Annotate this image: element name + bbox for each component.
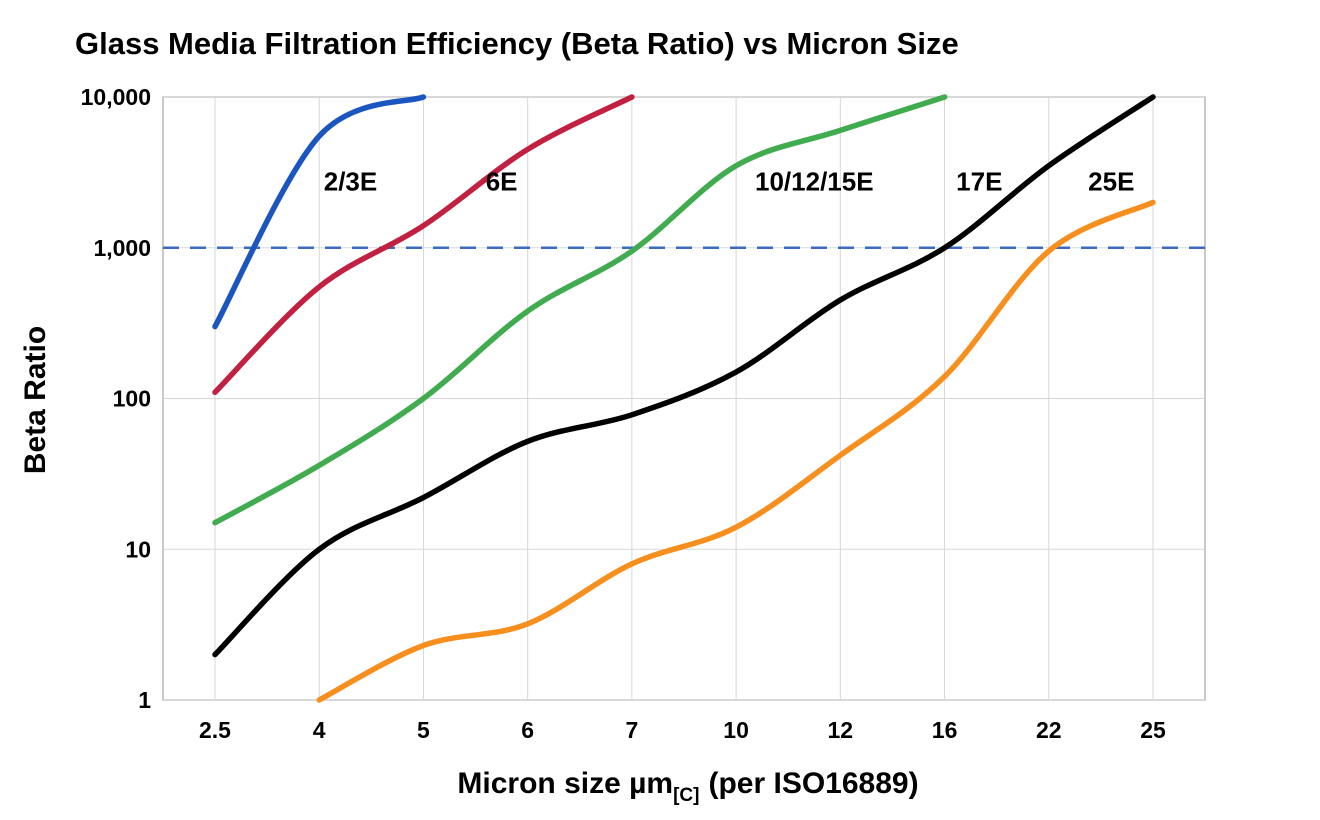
chart-title: Glass Media Filtration Efficiency (Beta …: [75, 26, 959, 61]
curve-label-series-4: 25E: [1088, 166, 1134, 196]
x-tick-label: 12: [828, 717, 854, 743]
curve-series-1: [212, 94, 635, 396]
x-tick-label: 4: [313, 717, 326, 743]
y-tick-label: 1: [138, 687, 151, 713]
y-tick-label: 100: [113, 386, 151, 412]
curve-series-2: [212, 94, 948, 526]
x-tick-label: 2.5: [199, 717, 231, 743]
x-tick-label: 7: [626, 717, 639, 743]
x-tick-label: 25: [1140, 717, 1166, 743]
tick-labels-layer: 2.5 4 5 6 7 10 12 16 22 25 1 10 100 1,000 10,000: [81, 84, 1166, 743]
y-tick-label: 10,000: [81, 84, 151, 110]
x-axis-label-subscript: [C]: [673, 785, 699, 806]
curve-label-series-2: 10/12/15E: [755, 166, 874, 196]
curve-label-series-0: 2/3E: [324, 166, 378, 196]
x-tick-label: 16: [932, 717, 958, 743]
x-tick-label: 10: [723, 717, 749, 743]
curve-series-0: [212, 94, 427, 330]
curve-series-4: [316, 199, 1156, 703]
x-tick-label: 6: [521, 717, 534, 743]
curves-layer: [212, 94, 1156, 703]
curve-label-series-1: 6E: [486, 166, 518, 196]
y-tick-label: 1,000: [93, 235, 151, 261]
x-axis-label: Micron size µm[C] (per ISO16889): [457, 767, 918, 806]
x-tick-label: 22: [1036, 717, 1062, 743]
x-axis-label-tail: (per ISO16889): [708, 767, 918, 800]
curve-label-series-3: 17E: [956, 166, 1002, 196]
y-axis-label: Beta Ratio: [19, 326, 52, 474]
y-tick-label: 10: [125, 536, 151, 562]
x-axis-label-main: Micron size µm: [457, 767, 673, 800]
curve-series-3: [212, 94, 1156, 658]
x-tick-label: 5: [417, 717, 430, 743]
curve-labels-layer: 2/3E 6E 10/12/15E 17E 25E: [324, 166, 1135, 196]
